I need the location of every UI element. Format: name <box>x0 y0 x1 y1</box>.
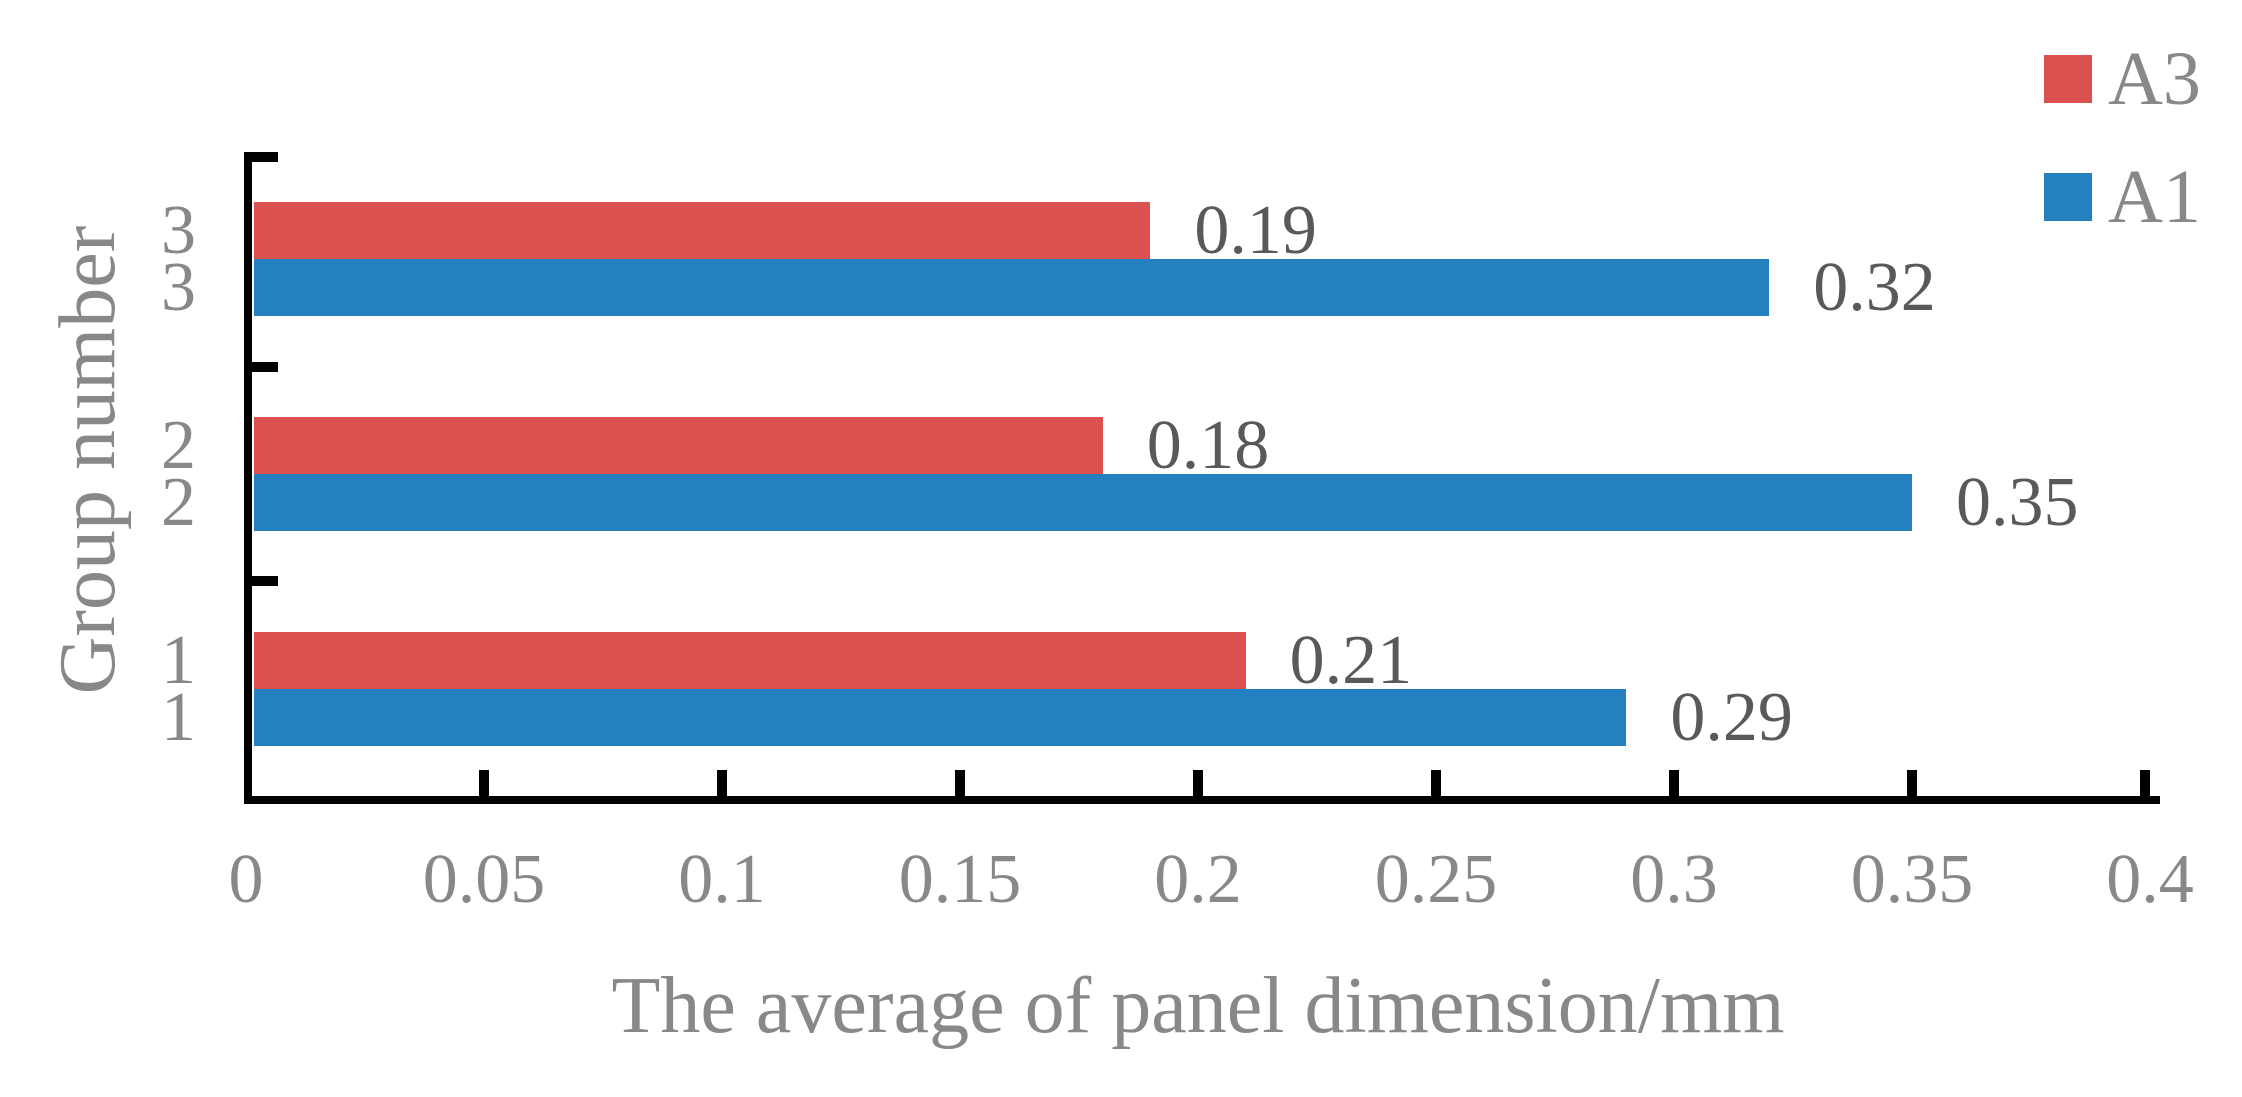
bar-a1-group3 <box>254 259 1770 317</box>
x-axis-line <box>244 796 2160 804</box>
legend: A3 A1 <box>2044 37 2201 278</box>
y-axis-tick <box>252 152 278 162</box>
y-axis-tick <box>252 576 278 587</box>
x-axis-tick <box>1907 770 1917 796</box>
category-label: 3 <box>161 192 196 270</box>
bar-a1-group1 <box>254 688 1627 746</box>
x-tick-label: 0.15 <box>898 841 1022 918</box>
x-axis-title: The average of panel dimension/mm <box>611 962 1785 1050</box>
legend-item-a3: A3 <box>2044 37 2201 121</box>
x-tick-label: 0.1 <box>678 841 766 918</box>
bar-value-label: 0.19 <box>1194 192 1317 270</box>
x-tick-label: 0 <box>228 841 264 918</box>
x-tick-label: 0.4 <box>2106 841 2194 918</box>
bar-a1-group2 <box>254 474 1912 531</box>
y-axis-tick <box>252 361 278 372</box>
x-axis-tick <box>2140 770 2150 796</box>
category-label: 2 <box>161 464 196 541</box>
category-label: 2 <box>161 407 196 484</box>
y-axis-line <box>244 152 252 804</box>
legend-swatch-a3 <box>2044 55 2092 103</box>
bar-value-label: 0.18 <box>1146 407 1270 484</box>
legend-label: A3 <box>2108 37 2201 121</box>
x-axis-tick <box>717 770 727 796</box>
bar-a3-group2 <box>254 417 1103 474</box>
x-tick-label: 0.25 <box>1374 841 1498 918</box>
legend-label: A1 <box>2108 155 2201 239</box>
x-tick-label: 0.2 <box>1154 841 1242 918</box>
x-axis-tick <box>955 770 965 796</box>
bar-value-label: 0.29 <box>1670 678 1793 756</box>
bar-a3-group3 <box>254 202 1151 260</box>
category-label: 1 <box>161 621 196 699</box>
category-label: 3 <box>161 249 196 327</box>
x-tick-label: 0.05 <box>422 841 546 918</box>
bar-a3-group1 <box>254 631 1246 689</box>
x-tick-label: 0.3 <box>1630 841 1718 918</box>
legend-swatch-a1 <box>2044 173 2092 221</box>
category-label: 1 <box>161 678 196 756</box>
bar-value-label: 0.32 <box>1813 249 1936 327</box>
x-axis-tick <box>1431 770 1441 796</box>
bar-value-label: 0.21 <box>1289 621 1413 699</box>
legend-item-a1: A1 <box>2044 155 2201 239</box>
x-axis-tick <box>479 770 489 796</box>
x-axis-tick <box>1669 770 1679 796</box>
x-tick-label: 0.35 <box>1850 841 1974 918</box>
x-axis-tick <box>1193 770 1203 796</box>
bar-value-label: 0.35 <box>1956 464 2079 541</box>
